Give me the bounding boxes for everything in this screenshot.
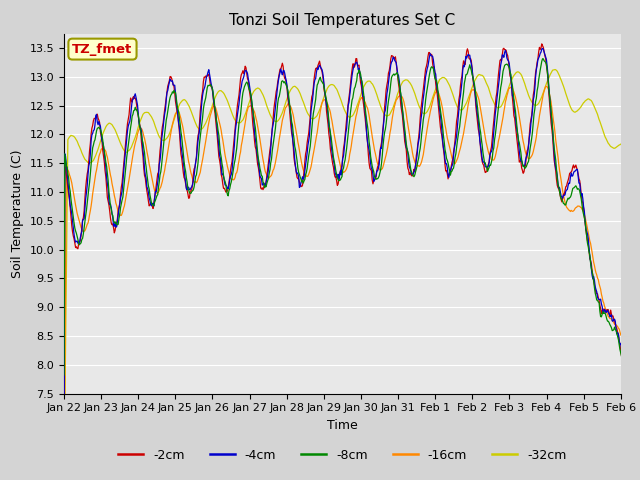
Legend: -2cm, -4cm, -8cm, -16cm, -32cm: -2cm, -4cm, -8cm, -16cm, -32cm: [113, 444, 572, 467]
Y-axis label: Soil Temperature (C): Soil Temperature (C): [11, 149, 24, 278]
X-axis label: Time: Time: [327, 419, 358, 432]
Title: Tonzi Soil Temperatures Set C: Tonzi Soil Temperatures Set C: [229, 13, 456, 28]
Text: TZ_fmet: TZ_fmet: [72, 43, 132, 56]
